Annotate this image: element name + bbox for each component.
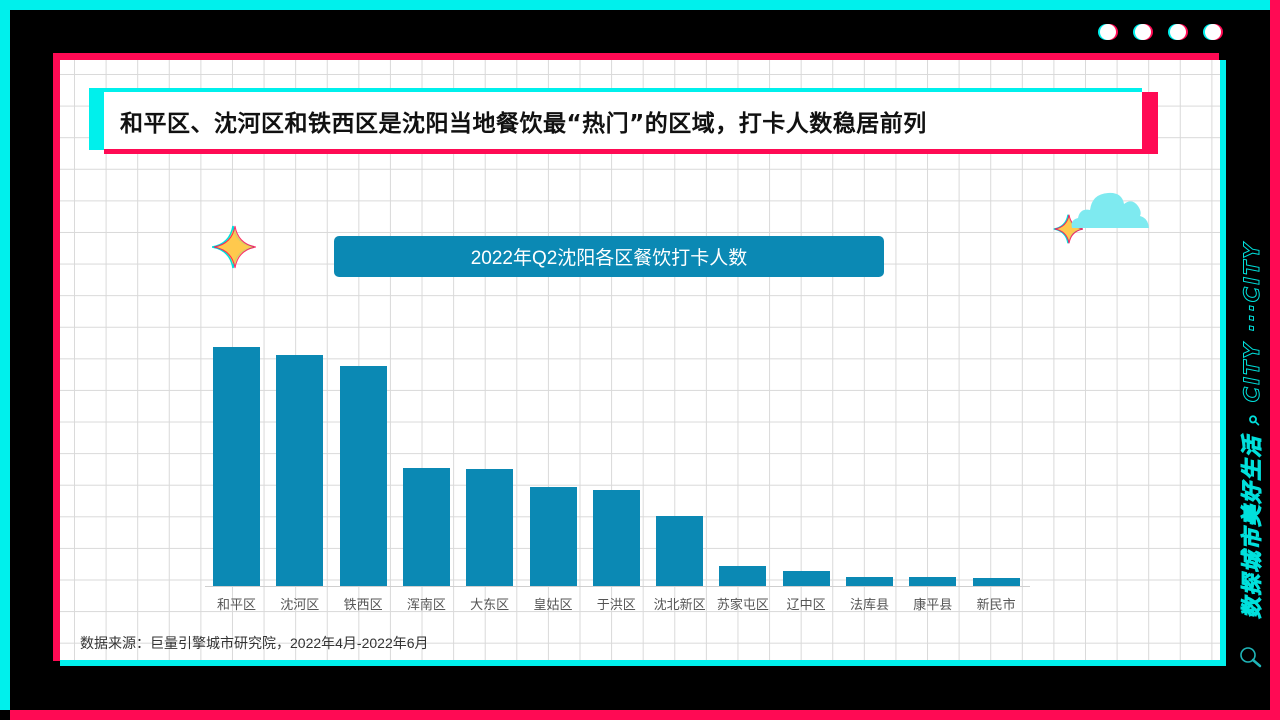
x-axis-label: 法库县 (849, 597, 889, 612)
x-axis-label: 铁西区 (343, 597, 383, 612)
x-axis-line (205, 586, 1030, 587)
headline-box: 和平区、沈河区和铁西区是沈阳当地餐饮最“热门”的区域，打卡人数稳居前列 (104, 92, 1142, 149)
bar (972, 578, 1020, 586)
sparkle-icon (212, 225, 256, 269)
bar (466, 468, 514, 586)
x-axis-label: 沈北新区 (653, 597, 706, 612)
dot-icon (1100, 24, 1116, 40)
headline: 和平区、沈河区和铁西区是沈阳当地餐饮最“热门”的区域，打卡人数稳居前列 (120, 110, 927, 137)
bar (592, 490, 640, 586)
x-axis-label: 大东区 (470, 597, 510, 612)
frame-pink-bottom (10, 710, 1280, 720)
x-axis-label: 新民市 (976, 597, 1016, 612)
bar (782, 571, 830, 586)
bar (909, 577, 957, 586)
bar-chart (205, 300, 1035, 586)
chart-title: 2022年Q2沈阳各区餐饮打卡人数 (334, 236, 884, 277)
frame-pink-right (1270, 0, 1280, 720)
dot-icon (1170, 24, 1186, 40)
side-slogan-chinese: 数探城市美好生活 (1240, 434, 1265, 619)
x-axis-label: 苏家屯区 (716, 597, 769, 612)
dot-icon (1205, 24, 1221, 40)
search-icon: ⌕ (1240, 411, 1264, 426)
bar (656, 516, 704, 586)
decor-dots (1100, 24, 1221, 40)
cloud-icon (1071, 192, 1149, 228)
side-slogan-english: CITY ···CITY (1240, 241, 1265, 403)
bar (276, 355, 324, 586)
side-slogan: 数探城市美好生活 ⌕ CITY ···CITY (1236, 230, 1266, 630)
x-axis-label: 于洪区 (596, 597, 636, 612)
x-axis-label: 沈河区 (280, 597, 320, 612)
bar (213, 347, 260, 586)
bar (339, 366, 387, 586)
frame-cyan-top (0, 0, 1280, 10)
x-axis-label: 浑南区 (406, 597, 446, 612)
bar (529, 487, 577, 586)
x-axis-label: 皇姑区 (533, 597, 573, 612)
search-icon (1240, 647, 1262, 668)
side-slogan-text: 数探城市美好生活 ⌕ CITY ···CITY (1236, 241, 1266, 619)
data-source: 数据来源：巨量引擎城市研究院，2022年4月-2022年6月 (80, 635, 429, 651)
bar (402, 468, 450, 586)
dot-icon (1135, 24, 1151, 40)
x-axis-label: 和平区 (216, 597, 256, 612)
bar (846, 576, 893, 586)
frame-cyan-left (0, 0, 10, 710)
x-axis-label: 康平县 (913, 597, 953, 612)
bar (719, 565, 767, 586)
x-axis-label: 辽中区 (786, 597, 826, 612)
